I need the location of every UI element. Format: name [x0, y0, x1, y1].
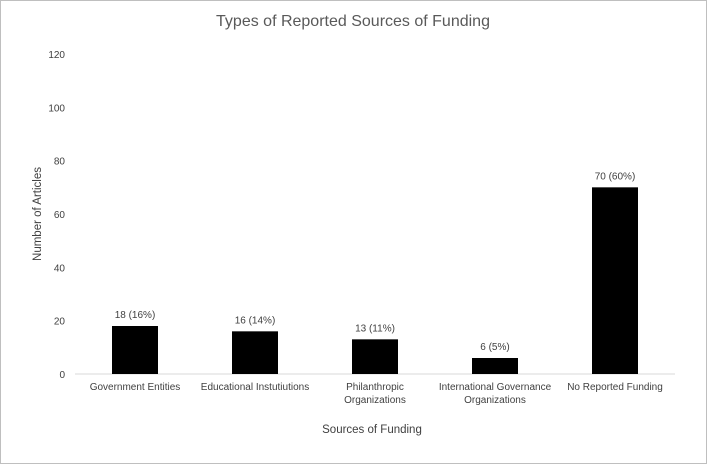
bar: [472, 358, 518, 374]
bar: [232, 331, 278, 374]
data-label: 18 (16%): [115, 310, 156, 321]
y-axis-ticks: 0 20 40 60 80 100 120: [48, 50, 65, 381]
y-tick-label: 60: [54, 210, 66, 221]
data-label: 16 (14%): [235, 315, 276, 326]
bars: [112, 187, 638, 374]
data-label: 13 (11%): [355, 323, 395, 334]
category-label: No Reported Funding: [567, 382, 663, 393]
bar: [352, 339, 398, 374]
data-label: 6 (5%): [480, 342, 509, 353]
bar: [112, 326, 158, 374]
x-axis-title: Sources of Funding: [322, 424, 422, 436]
chart-title: Types of Reported Sources of Funding: [216, 13, 490, 30]
y-tick-label: 20: [54, 317, 66, 328]
y-tick-label: 100: [48, 103, 65, 114]
category-labels: Government Entities Educational Instutiut…: [90, 382, 663, 406]
data-labels: 18 (16%) 16 (14%) 13 (11%) 6 (5%) 70 (60%): [115, 171, 636, 353]
category-label: Educational Instutiutions: [201, 382, 309, 393]
y-axis-title: Number of Articles: [32, 167, 44, 261]
bar: [592, 187, 638, 374]
y-tick-label: 120: [48, 50, 65, 61]
y-tick-label: 80: [54, 157, 66, 168]
category-label: Government Entities: [90, 382, 181, 393]
category-label: International Governance Organizations: [439, 382, 552, 406]
category-label: Philanthropic Organizations: [344, 382, 406, 406]
y-tick-label: 40: [54, 263, 66, 274]
y-tick-label: 0: [59, 370, 65, 381]
data-label: 70 (60%): [595, 171, 636, 182]
